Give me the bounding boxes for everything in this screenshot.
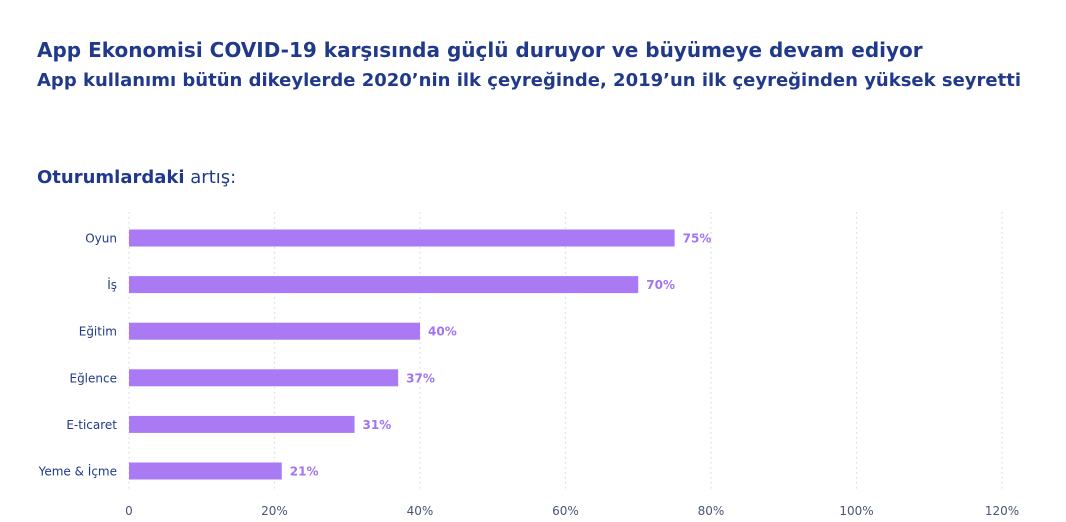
chart-subtitle: App kullanımı bütün dikeylerde 2020’nin … (37, 70, 1021, 91)
value-label: 75% (683, 232, 712, 246)
value-label: 37% (406, 371, 435, 385)
category-label: Eğitim (79, 325, 117, 339)
value-labels: 75% 70% 40% 37% 31% 21% (290, 232, 712, 479)
category-labels: Oyun İş Eğitim Eğlence E-ticaret Yeme & İçme (38, 232, 118, 479)
category-label: Oyun (85, 232, 117, 246)
bar (129, 322, 420, 340)
section-heading: Oturumlardaki artış: (37, 167, 236, 188)
x-tick-label: 20% (261, 504, 288, 518)
category-label: E-ticaret (66, 418, 117, 432)
category-label: Yeme & İçme (38, 464, 117, 479)
value-label: 21% (290, 465, 319, 479)
bar (129, 415, 355, 433)
x-tick-label: 60% (552, 504, 579, 518)
x-tick-label: 100% (839, 504, 873, 518)
section-heading-rest: artış: (184, 167, 237, 188)
category-label: İş (107, 277, 117, 292)
section-heading-strong: Oturumlardaki (37, 167, 185, 188)
x-tick-label: 0 (125, 504, 133, 518)
category-label: Eğlence (69, 371, 117, 385)
value-label: 40% (428, 325, 457, 339)
x-axis-ticks: 0 20% 40% 60% 80% 100% 120% (125, 504, 1019, 518)
gridlines (128, 212, 1003, 490)
value-label: 70% (646, 278, 675, 292)
x-tick-label: 80% (698, 504, 725, 518)
bar (129, 229, 675, 247)
x-tick-label: 40% (407, 504, 434, 518)
bars (129, 229, 675, 480)
x-tick-label: 120% (985, 504, 1019, 518)
bar (129, 369, 399, 387)
value-label: 31% (363, 418, 392, 432)
bar (129, 276, 639, 294)
bar (129, 462, 282, 480)
chart-title: App Ekonomisi COVID-19 karşısında güçlü … (37, 38, 923, 62)
